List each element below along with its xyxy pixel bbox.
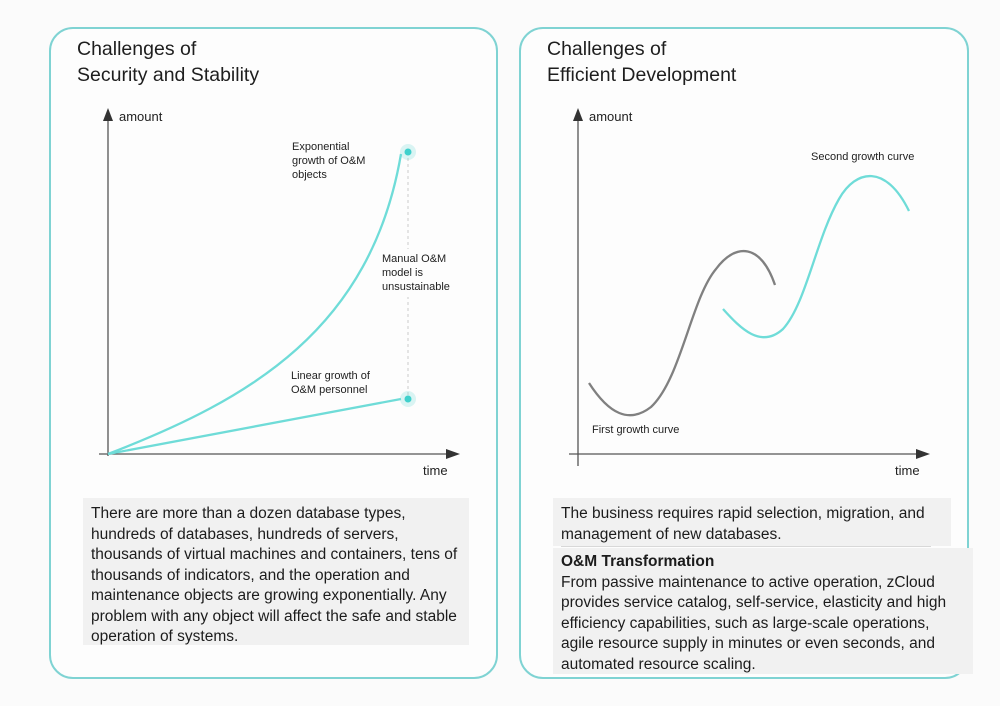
x-axis-arrow-icon [446,449,460,459]
second-growth-curve [722,174,911,339]
title-line-2: Security and Stability [77,64,260,86]
y-axis-label: amount [589,109,633,124]
panel-title: Challenges of Security and Stability [77,36,259,88]
growth-chart: amount time Exponential growth of O&M ob… [99,108,460,478]
title-line-1: Challenges of [77,38,197,60]
x-axis-label: time [895,463,920,478]
x-axis-label: time [423,463,448,478]
title-line-1: Challenges of [547,38,667,60]
first-growth-curve [588,249,777,417]
security-description: There are more than a dozen database typ… [83,498,469,645]
title-line-2: Efficient Development [547,64,737,86]
manual-annotation: Manual O&M model is unsustainable [382,253,450,293]
y-axis-arrow-icon [573,108,583,121]
y-axis-arrow-icon [103,108,113,121]
growth-curves-chart: amount time First growth curve Second gr… [569,108,930,478]
transformation-heading: O&M Transformation [561,553,715,570]
divider [561,546,931,547]
panel-title: Challenges of Efficient Development [547,36,736,88]
linear-endpoint-dot [404,395,412,403]
efficient-development-panel: Challenges of Efficient Development amou… [519,27,973,679]
transformation-body: From passive maintenance to active opera… [561,573,947,673]
exponential-annotation: Exponential growth of O&M objects [292,141,368,181]
transformation-description: O&M Transformation From passive maintena… [553,548,973,674]
security-stability-panel: Challenges of Security and Stability amo… [49,27,498,679]
business-description: The business requires rapid selection, m… [553,498,951,546]
second-curve-label: Second growth curve [811,151,914,163]
x-axis-arrow-icon [916,449,930,459]
linear-annotation: Linear growth of O&M personnel [291,370,373,396]
exponential-curve [107,153,403,456]
linear-curve [107,397,402,456]
first-curve-label: First growth curve [592,424,679,436]
exponential-endpoint-dot [404,148,412,156]
y-axis-label: amount [119,109,163,124]
